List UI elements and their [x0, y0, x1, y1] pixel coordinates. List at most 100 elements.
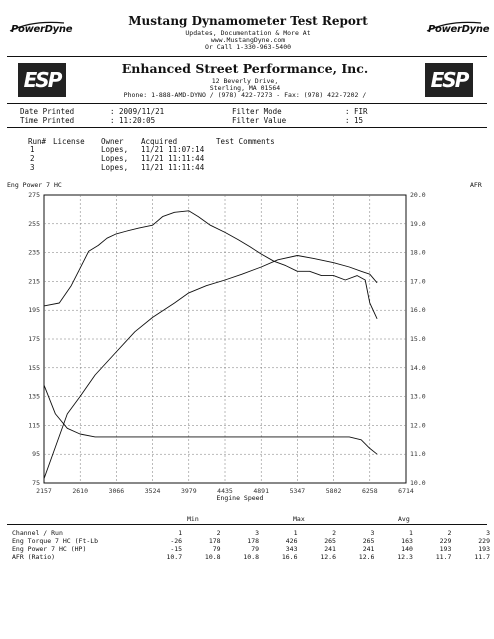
y-tick-label-right: 13.0 — [410, 393, 426, 401]
stats-cell: 343 — [285, 545, 298, 553]
y-tick-label-right: 15.0 — [410, 335, 426, 343]
header-line-3: Or Call 1-330-963-5400 — [204, 43, 292, 51]
runs-header-run: Run# — [28, 137, 47, 146]
runs-header-acquired: Acquired — [141, 137, 178, 146]
x-tick-label: 3524 — [145, 487, 161, 495]
y-tick-label-left: 255 — [28, 220, 40, 228]
stats-header-cell: 1 — [409, 529, 413, 537]
report-title: Mustang Dynamometer Test Report — [128, 14, 368, 28]
swoosh-icon — [9, 21, 65, 32]
stats-cell: 11.7 — [435, 553, 452, 561]
stats-group-avg: Avg — [398, 515, 410, 523]
stats-channel: Eng Power 7 HC (HP) — [12, 545, 87, 553]
x-tick-label: 6258 — [362, 487, 378, 495]
run-number: 3 — [30, 163, 35, 172]
x-axis-label: Engine Speed — [216, 494, 264, 502]
y-tick-label-right: 14.0 — [410, 364, 426, 372]
y-tick-label-left: 235 — [28, 249, 40, 257]
stats-cell: 193 — [478, 545, 490, 553]
stats-cell: 12.6 — [358, 553, 375, 561]
series-line-1 — [43, 210, 378, 319]
stats-group-max: Max — [293, 515, 305, 523]
x-tick-label: 3979 — [181, 487, 197, 495]
y-tick-label-right: 18.0 — [410, 249, 426, 257]
x-tick-label: 2610 — [72, 487, 88, 495]
shop-address-1: 12 Beverly Drive, — [211, 77, 279, 85]
filter-value-label: Filter Value — [232, 116, 287, 125]
stats-header-cell: 3 — [255, 529, 260, 537]
table-row: Channel / Run 1 2 3 1 2 3 1 2 3 — [12, 529, 490, 537]
shop-name: Enhanced Street Performance, Inc. — [121, 61, 369, 76]
chart-grid — [43, 194, 407, 484]
header-line-2: www.MustangDyne.com — [210, 36, 286, 44]
stats-cell: 229 — [439, 537, 452, 545]
stats-header-cell: 1 — [293, 529, 298, 537]
divider — [7, 127, 487, 128]
stats-cell: 265 — [362, 537, 375, 545]
esp-logo-right: ESP — [425, 63, 473, 97]
stats-cell: 241 — [362, 545, 375, 553]
y-tick-label-left: 195 — [28, 306, 40, 314]
x-tick-label: 2157 — [36, 487, 52, 495]
stats-cell: 163 — [401, 537, 413, 545]
powerdyne-logo-right: PowerDyne — [425, 18, 489, 38]
stats-header-cell: 2 — [447, 529, 452, 537]
run-acquired: 11/21 11:11:44 — [141, 154, 205, 163]
y-tick-label-left: 155 — [28, 364, 40, 372]
y-tick-label-right: 16.0 — [410, 306, 426, 314]
filter-value-value: : 15 — [345, 116, 364, 125]
x-tick-label: 5347 — [290, 487, 306, 495]
x-tick-label: 5802 — [326, 487, 342, 495]
date-label: Date Printed — [20, 107, 75, 116]
divider — [7, 524, 487, 525]
runs-header-license: License — [53, 137, 85, 146]
filter-mode-value: : FIR — [345, 107, 368, 116]
x-tick-label: 4435 — [217, 487, 233, 495]
series-line-3 — [43, 384, 378, 455]
run-acquired: 11/21 11:07:14 — [141, 145, 205, 154]
dyno-chart: 2157 2610 3066 3524 3979 4435 4891 5347 5802 6258… — [28, 191, 425, 495]
stats-header-cell: 3 — [370, 529, 375, 537]
y-axis-left-label: Eng Power 7 HC — [7, 181, 62, 189]
x-tick-label: 3066 — [109, 487, 125, 495]
run-number: 1 — [30, 145, 35, 154]
powerdyne-logo-left: PowerDyne — [8, 18, 72, 38]
swoosh-icon — [426, 21, 482, 32]
chart-ticks: 2157 2610 3066 3524 3979 4435 4891 5347 5802 6258… — [28, 191, 425, 495]
time-value: : 11:20:05 — [110, 116, 156, 125]
stats-header-cell: 1 — [178, 529, 183, 537]
stats-cell: 178 — [247, 537, 260, 545]
y-tick-label-right: 20.0 — [410, 191, 426, 199]
divider — [7, 103, 487, 104]
y-tick-label-right: 17.0 — [410, 277, 426, 285]
stats-cell: 193 — [439, 545, 452, 553]
run-owner: Lopes, — [101, 163, 129, 172]
y-tick-label-left: 95 — [32, 450, 40, 458]
stats-header-cell: 2 — [332, 529, 336, 537]
stats-header-cell: 2 — [216, 529, 221, 537]
stats-cell: 11.7 — [474, 553, 490, 561]
stats-cell: 265 — [324, 537, 336, 545]
esp-logo-left: ESP — [18, 63, 66, 97]
stats-cell: 79 — [212, 545, 221, 553]
stats-group-min: Min — [187, 515, 199, 523]
y-tick-label-left: 75 — [32, 479, 40, 487]
table-row: Eng Torque 7 HC (Ft-Lb -26 178 178 426 2… — [12, 537, 490, 545]
stats-cell: 10.8 — [204, 553, 221, 561]
stats-channel: Eng Torque 7 HC (Ft-Lb — [12, 537, 99, 545]
y-tick-label-left: 175 — [28, 335, 40, 343]
x-tick-label: 4891 — [253, 487, 269, 495]
header-line-1: Updates, Documentation & More At — [185, 29, 311, 37]
stats-cell: 229 — [478, 537, 490, 545]
stats-cell: 140 — [401, 545, 413, 553]
y-axis-right-label: AFR — [470, 181, 482, 189]
stats-cell: -26 — [170, 537, 183, 545]
run-owner: Lopes, — [101, 145, 129, 154]
stats-cell: 178 — [208, 537, 221, 545]
runs-header-owner: Owner — [101, 137, 124, 146]
y-tick-label-left: 215 — [28, 277, 40, 285]
stats-cell: 10.8 — [243, 553, 260, 561]
table-row: Eng Power 7 HC (HP) -15 79 79 343 241 24… — [12, 545, 490, 553]
stats-channel: AFR (Ratio) — [12, 553, 56, 561]
y-tick-label-right: 12.0 — [410, 421, 426, 429]
